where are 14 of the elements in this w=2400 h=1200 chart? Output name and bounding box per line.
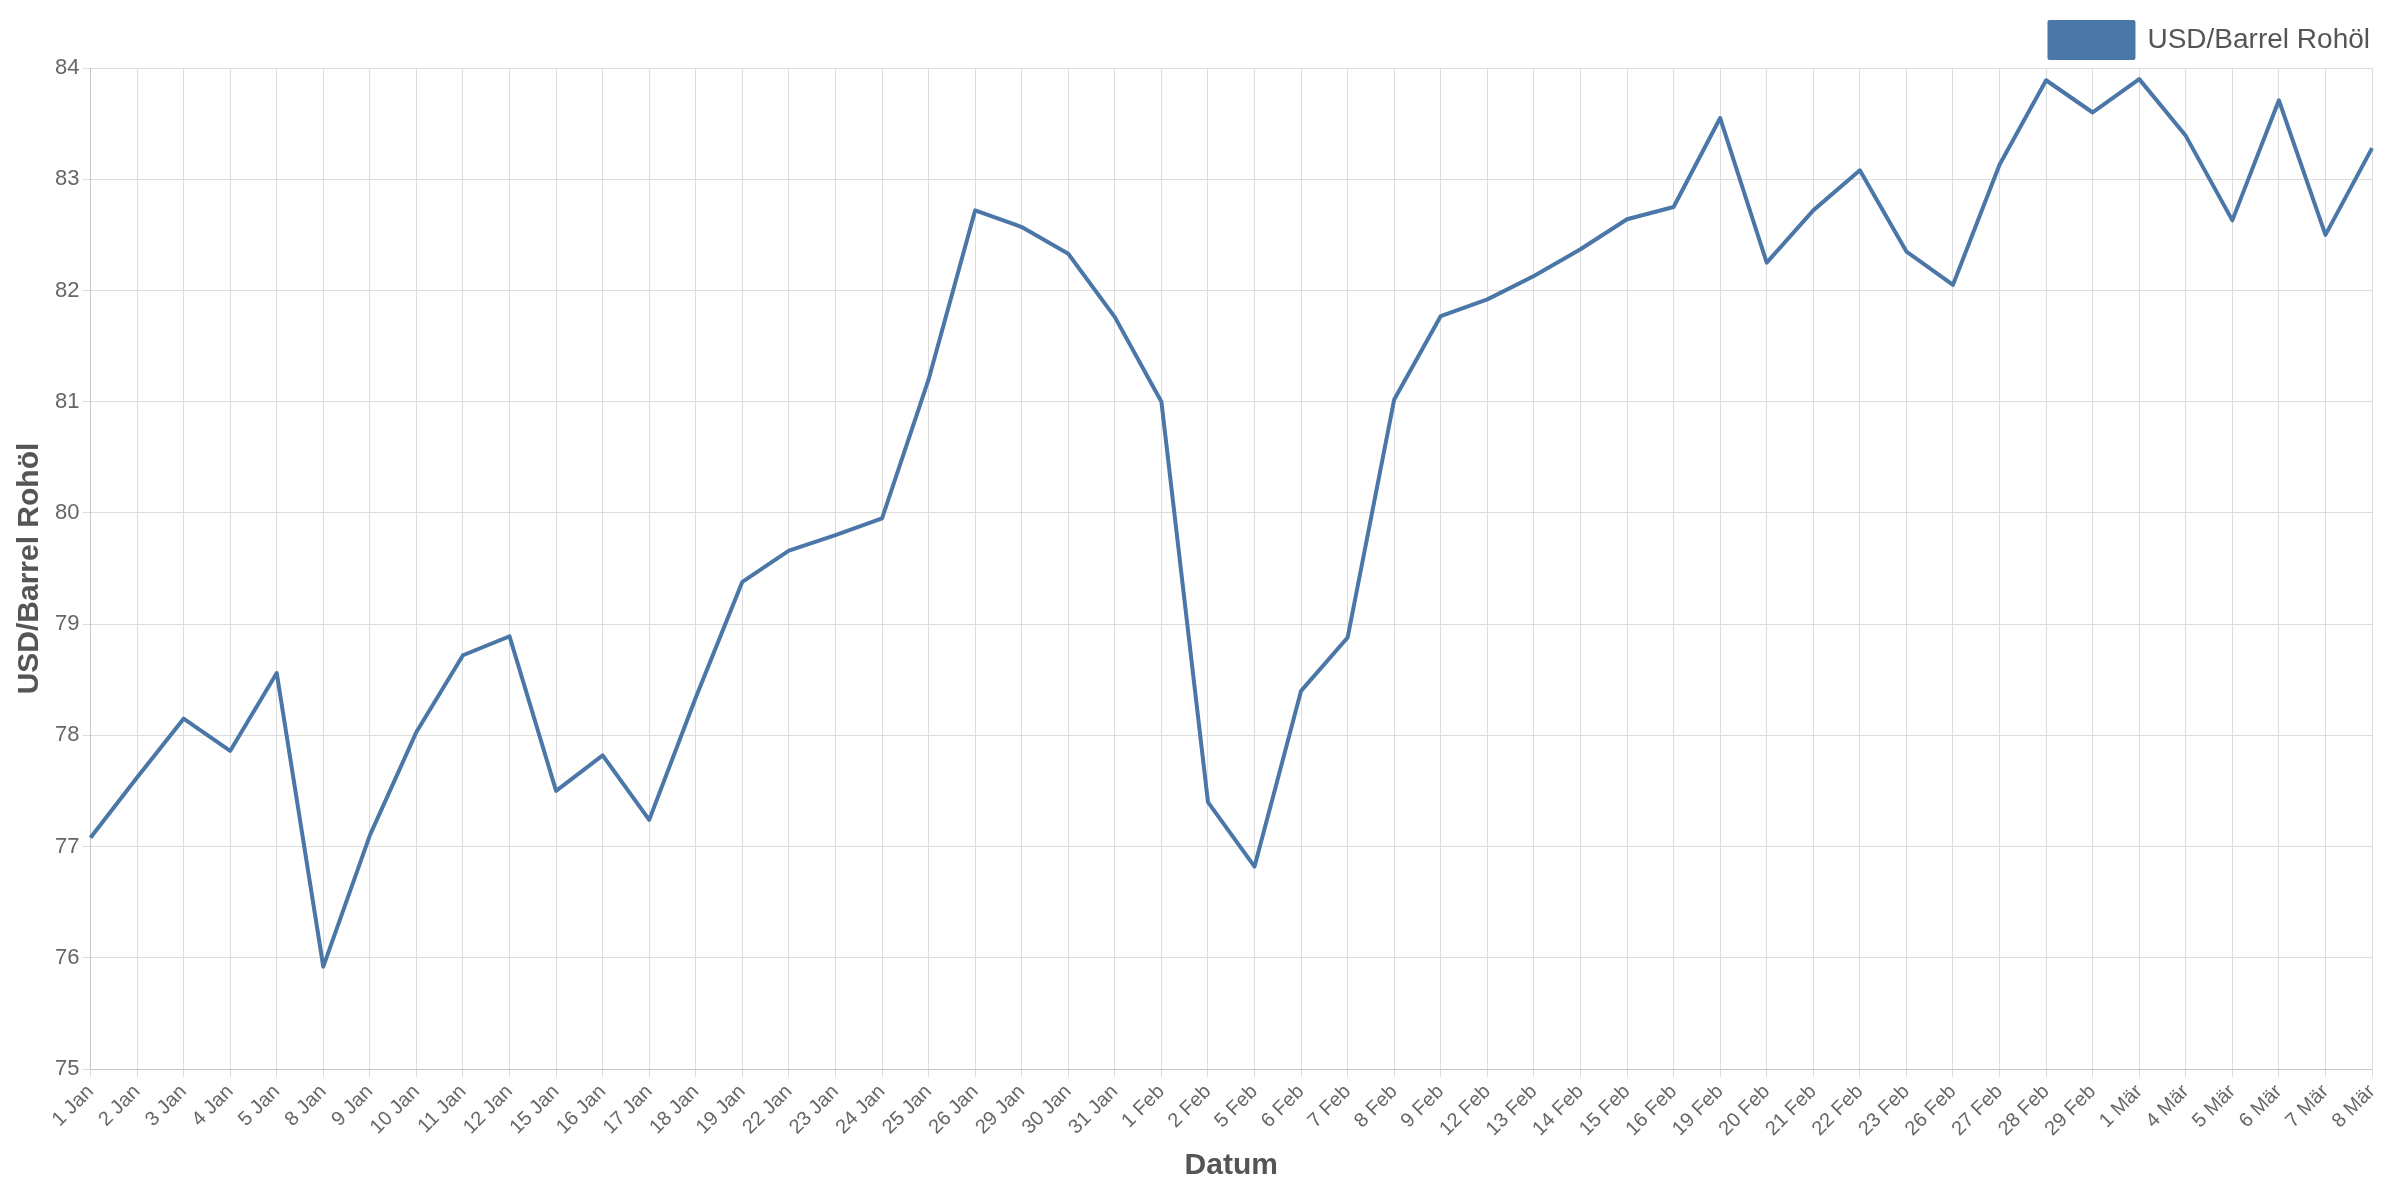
legend-label: USD/Barrel Rohöl [2147,22,2371,54]
y-tick-label: 75 [54,1055,80,1081]
y-axis-title: USD/Barrel Rohöl [11,442,45,695]
x-tick-label: 1 Mär [2094,1079,2147,1132]
y-tick-label: 76 [54,943,80,969]
y-tick-label: 82 [54,276,80,302]
y-tick-label: 81 [54,387,80,413]
y-tick-label: 78 [54,721,80,747]
y-tick-label: 79 [54,610,80,636]
y-tick-label: 83 [54,165,80,191]
x-axis-title: Datum [1184,1147,1278,1181]
y-tick-label: 84 [54,54,80,80]
y-tick-label: 80 [54,498,80,524]
y-tick-label: 77 [54,832,80,858]
